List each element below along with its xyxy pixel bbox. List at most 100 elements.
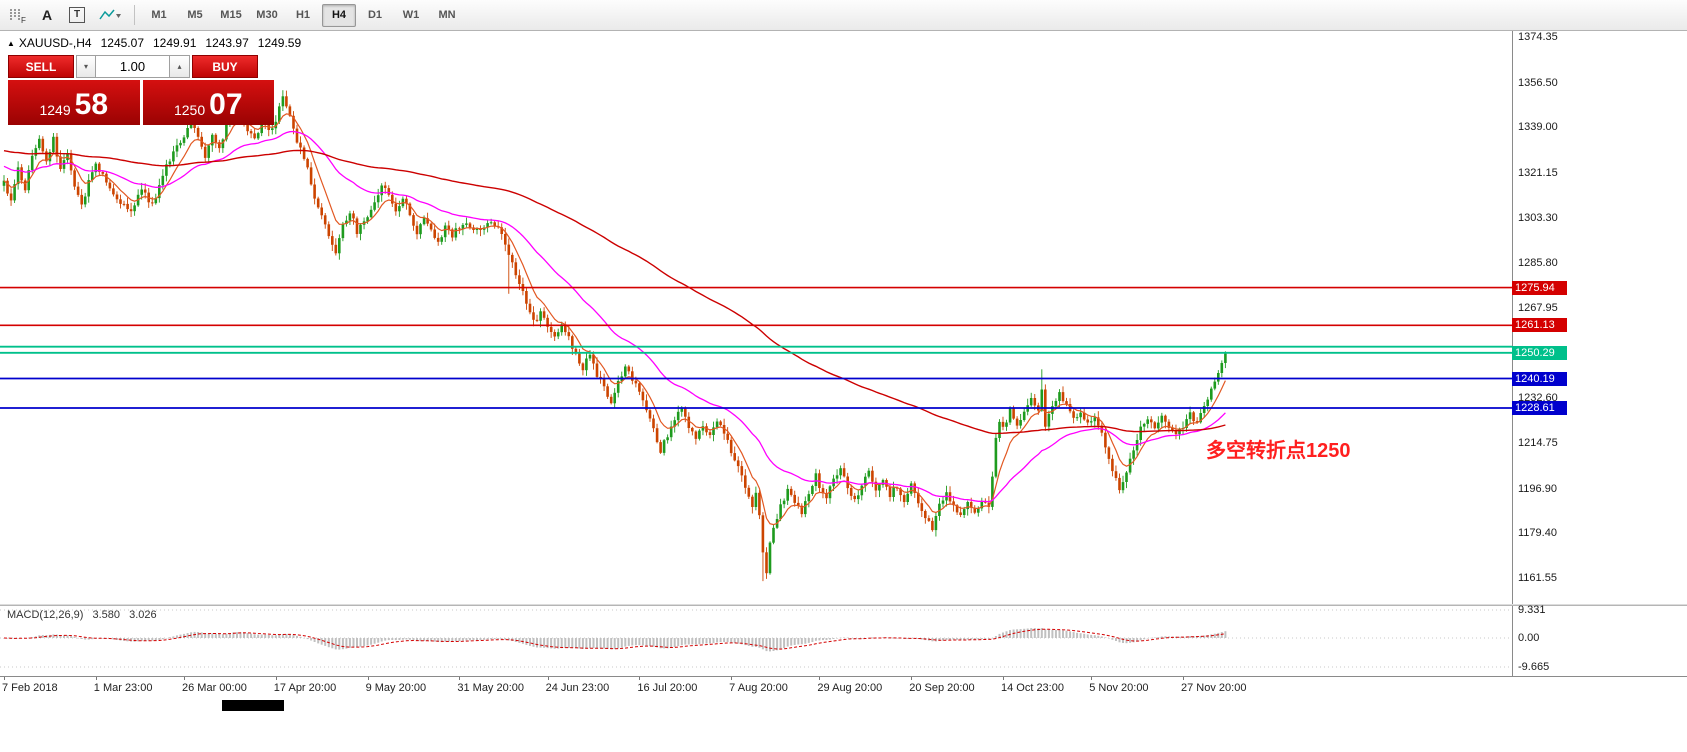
indicator-levels-icon[interactable]: F [3, 2, 31, 28]
main-chart-area[interactable]: ▲ XAUUSD-,H4 1245.07 1249.91 1243.97 124… [0, 31, 1512, 604]
timeframe-H1[interactable]: H1 [295, 9, 311, 21]
bar-high: 1249.91 [153, 36, 197, 50]
price-axis-label: 1196.90 [1518, 482, 1557, 495]
time-tick-mark [1002, 677, 1004, 680]
moving-average-140 [3, 149, 1226, 435]
arrow-style-dropdown[interactable] [93, 2, 127, 28]
bar-low: 1243.97 [205, 36, 249, 50]
time-axis-label: 7 Feb 2018 [2, 682, 58, 694]
timeframe-buttons: M1 M5 M15 M30 H1 H4 D1 W1 MN [141, 3, 465, 27]
bar-close: 1249.59 [257, 36, 302, 50]
zigzag-icon [99, 9, 121, 20]
chart-text-annotation[interactable]: 多空转折点1250 [1206, 440, 1351, 462]
time-axis-label: 29 Aug 20:00 [817, 682, 883, 694]
time-tick-mark [731, 677, 733, 680]
time-axis-label: 7 Aug 20:00 [729, 682, 788, 694]
timeframe-M1[interactable]: M1 [151, 9, 167, 21]
macd-axis-label: 9.331 [1518, 604, 1546, 616]
timeframe-D1[interactable]: D1 [367, 9, 383, 21]
moving-average-34 [3, 130, 1226, 503]
price-axis-label: 1232.60 [1518, 391, 1558, 404]
time-tick-mark [911, 677, 913, 680]
price-axis-label: 1267.95 [1518, 301, 1558, 314]
sell-button[interactable]: SELL [8, 55, 74, 78]
time-tick-mark [95, 677, 97, 680]
bottom-strip [0, 698, 1687, 752]
price-tag: 1261.13 [1512, 318, 1567, 333]
lot-size-input[interactable] [96, 55, 170, 78]
time-axis-label: 5 Nov 20:00 [1089, 682, 1149, 694]
macd-histogram [3, 628, 1227, 652]
time-tick-mark [459, 677, 461, 680]
timeframe-M30[interactable]: M30 [256, 9, 278, 21]
price-axis-label: 1179.40 [1518, 527, 1557, 540]
timeframe-W1[interactable]: W1 [402, 9, 420, 21]
time-axis-label: 9 May 20:00 [365, 682, 427, 694]
time-axis-label: 24 Jun 23:00 [545, 682, 610, 694]
scrollbar-thumb[interactable] [222, 700, 284, 711]
lot-increment-button[interactable]: ▴ [170, 55, 190, 78]
time-tick-mark [1183, 677, 1185, 680]
buy-price-main: 1250 [173, 102, 206, 118]
lot-dropdown-button[interactable]: ▾ [76, 55, 96, 78]
buy-button[interactable]: BUY [192, 55, 258, 78]
svg-text:F: F [21, 16, 26, 24]
timeframe-MN[interactable]: MN [438, 9, 456, 21]
price-axis-label: 1356.50 [1518, 76, 1558, 89]
timeframe-M5[interactable]: M5 [187, 9, 203, 21]
price-axis-label: 1374.35 [1518, 31, 1558, 44]
moving-average-8 [3, 113, 1226, 526]
toolbar: F A T M1 M5 M15 M30 H1 H4 D1 W1 MN [0, 0, 1687, 31]
macd-axis: 9.331 0.00 -9.665 [1512, 604, 1687, 676]
price-axis: 1374.35 1356.50 1339.00 1321.15 1303.30 1285.… [1512, 31, 1687, 604]
macd-value-signal: 3.026 [129, 609, 157, 621]
buy-price-pips: 07 [209, 88, 243, 121]
macd-value-main: 3.580 [92, 609, 121, 621]
price-axis-label: 1339.00 [1518, 121, 1558, 134]
levels-f-icon: F [10, 9, 26, 24]
up-triangle-icon: ▲ [7, 38, 15, 48]
price-tag: 1250.29 [1512, 345, 1567, 360]
price-axis-label: 1303.30 [1518, 212, 1558, 225]
timeframe-H4[interactable]: H4 [322, 3, 356, 27]
time-tick-mark [184, 677, 186, 680]
text-label-icon[interactable]: T [63, 2, 91, 28]
time-axis-label: 14 Oct 23:00 [1000, 682, 1064, 694]
price-tag: 1240.19 [1512, 371, 1567, 386]
price-axis-label: 1285.80 [1518, 256, 1558, 269]
time-tick-mark [639, 677, 641, 680]
time-tick-mark [1091, 677, 1093, 680]
time-axis-label: 27 Nov 20:00 [1181, 682, 1247, 694]
symbol-name: XAUUSD-,H4 [18, 36, 92, 50]
macd-panel[interactable]: MACD(12,26,9) 3.580 3.026 [0, 606, 1512, 676]
time-axis: 7 Feb 2018 1 Mar 23:00 26 Mar 00:00 17 Apr … [0, 676, 1687, 698]
time-tick-mark [547, 677, 549, 680]
buy-price-display[interactable]: 1250 07 [142, 80, 274, 125]
timeframe-M15[interactable]: M15 [220, 9, 242, 21]
time-axis-label: 31 May 20:00 [457, 682, 525, 694]
candles [2, 90, 1227, 582]
sell-price-display[interactable]: 1249 58 [8, 80, 140, 125]
macd-axis-label: 0.00 [1518, 632, 1540, 644]
macd-indicator-label: MACD(12,26,9) 3.580 3.026 [7, 609, 163, 621]
toolbar-separator [134, 5, 135, 25]
macd-chart-canvas[interactable] [0, 606, 1512, 676]
macd-title: MACD(12,26,9) [7, 609, 84, 621]
panel-splitter[interactable] [0, 604, 1687, 607]
sell-price-pips: 58 [74, 88, 109, 121]
price-axis-label: 1214.75 [1518, 437, 1558, 450]
time-axis-label: 26 Mar 00:00 [182, 682, 247, 694]
time-tick-mark [367, 677, 369, 680]
time-axis-label: 17 Apr 20:00 [273, 682, 337, 694]
candlestick-chart-canvas[interactable] [0, 31, 1512, 604]
sell-price-main: 1249 [39, 102, 71, 118]
macd-axis-label: -9.665 [1518, 661, 1550, 673]
one-click-trading-panel: SELL ▾ ▴ BUY 1249 58 1250 07 [8, 55, 274, 125]
price-axis-label: 1321.15 [1518, 166, 1558, 179]
time-axis-label: 1 Mar 23:00 [93, 682, 153, 694]
bar-open: 1245.07 [100, 36, 144, 50]
price-tag: 1275.94 [1512, 280, 1567, 295]
price-tag: 1228.61 [1512, 400, 1567, 415]
text-annotation-icon[interactable]: A [41, 7, 53, 23]
